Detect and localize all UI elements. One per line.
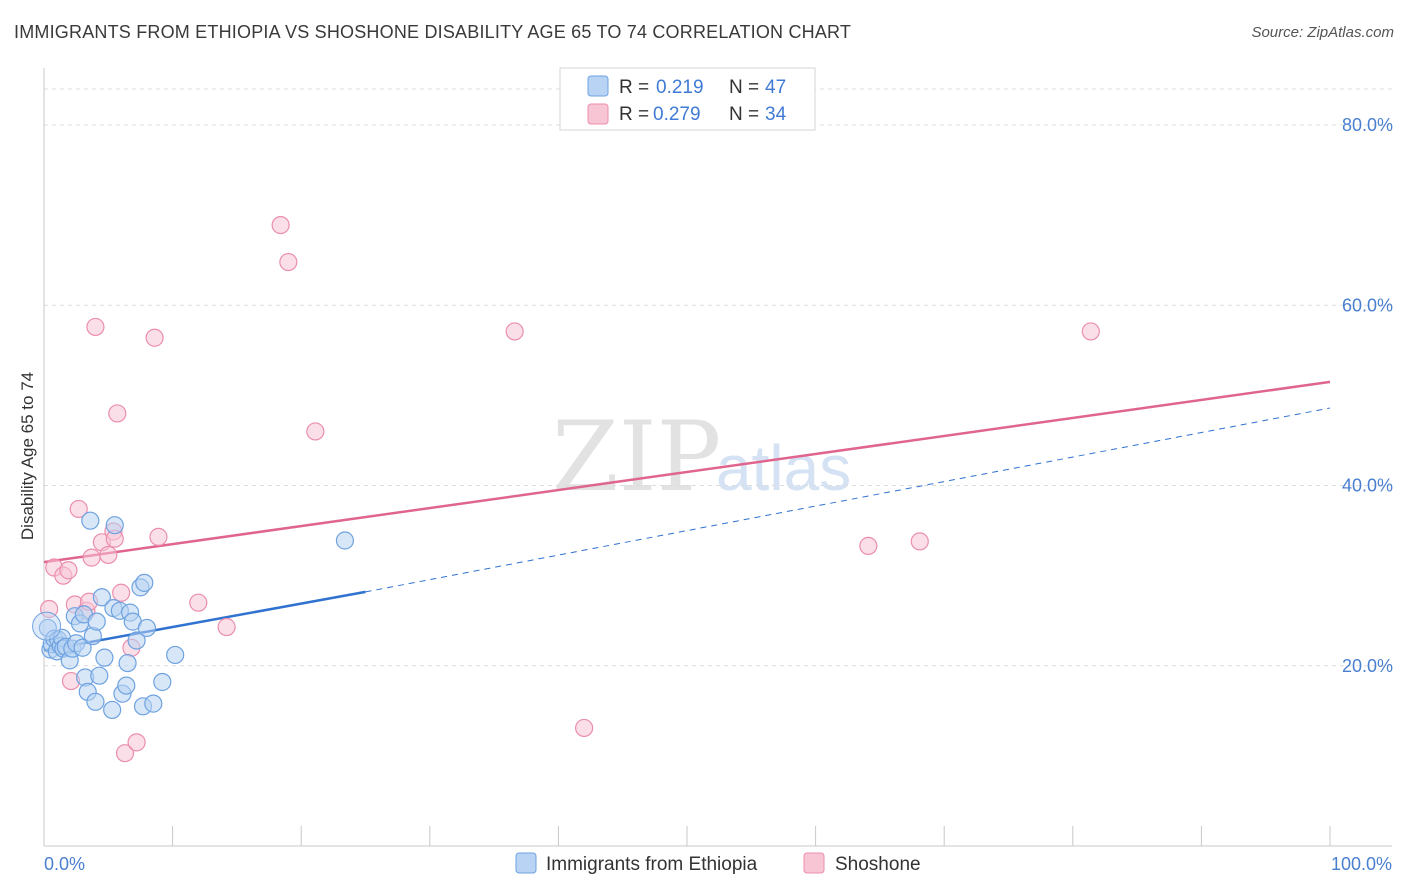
y-tick-label: 80.0% xyxy=(1342,115,1393,135)
y-axis-label: Disability Age 65 to 74 xyxy=(18,372,37,540)
point-ethiopia-large xyxy=(32,611,62,641)
point-ethiopia xyxy=(73,638,92,657)
point-shoshone xyxy=(910,532,929,551)
point-ethiopia xyxy=(137,618,156,638)
point-shoshone xyxy=(40,599,59,619)
legend-r-value-2: 0.279 xyxy=(653,104,701,125)
x-tick-label-min: 0.0% xyxy=(44,854,85,874)
point-shoshone xyxy=(575,718,594,738)
point-shoshone xyxy=(505,322,524,341)
bottom-legend-swatch-blue xyxy=(515,852,537,874)
x-ticks xyxy=(43,826,1331,846)
point-shoshone xyxy=(145,328,164,347)
legend-r-label-1: R = xyxy=(619,77,649,98)
point-ethiopia xyxy=(153,672,172,692)
chart-title: IMMIGRANTS FROM ETHIOPIA VS SHOSHONE DIS… xyxy=(14,22,852,42)
trend-line-ethiopia-extension xyxy=(365,407,1331,593)
point-ethiopia xyxy=(86,692,105,711)
y-tick-label: 40.0% xyxy=(1342,476,1393,496)
legend-swatch-blue xyxy=(587,75,609,97)
watermark: ZIP atlas xyxy=(552,401,851,513)
point-ethiopia xyxy=(144,694,163,713)
point-shoshone xyxy=(59,561,78,580)
trend-line-shoshone xyxy=(43,380,1331,564)
point-ethiopia xyxy=(103,700,122,720)
legend-r-value-1: 0.219 xyxy=(656,77,704,98)
point-shoshone xyxy=(99,545,118,565)
y-tick-label: 20.0% xyxy=(1342,656,1393,676)
point-ethiopia xyxy=(335,531,355,550)
point-shoshone xyxy=(279,252,298,272)
bottom-legend-swatch-pink xyxy=(803,852,825,874)
point-ethiopia xyxy=(87,612,106,631)
point-shoshone xyxy=(115,744,135,763)
bottom-legend: Immigrants from Ethiopia Shoshone xyxy=(515,852,921,875)
scatter-points xyxy=(32,215,1100,763)
point-shoshone xyxy=(112,583,131,602)
legend-r-label-2: R = xyxy=(619,104,649,125)
legend-swatch-pink xyxy=(587,103,609,125)
point-ethiopia xyxy=(95,648,114,667)
point-ethiopia xyxy=(90,666,109,685)
y-tick-labels: 20.0% 40.0% 60.0% 80.0% xyxy=(1342,115,1393,676)
point-shoshone xyxy=(69,499,88,519)
point-ethiopia xyxy=(118,653,137,673)
point-shoshone xyxy=(86,317,105,337)
point-shoshone xyxy=(1081,322,1100,341)
point-shoshone xyxy=(127,733,146,752)
legend-box: R = 0.219 N = 47 R = 0.279 N = 34 xyxy=(559,67,816,131)
point-ethiopia xyxy=(117,676,136,695)
point-shoshone xyxy=(271,215,290,235)
point-shoshone xyxy=(859,536,878,556)
x-tick-label-max: 100.0% xyxy=(1331,854,1392,874)
legend-n-label-2: N = xyxy=(729,104,759,125)
point-shoshone xyxy=(82,548,101,567)
point-shoshone xyxy=(189,593,208,612)
point-ethiopia xyxy=(166,645,185,665)
grid-lines xyxy=(44,88,1392,667)
legend-n-value-1: 47 xyxy=(765,77,786,98)
bottom-legend-label-1: Immigrants from Ethiopia xyxy=(546,854,758,875)
point-ethiopia xyxy=(135,573,154,592)
point-ethiopia xyxy=(127,631,146,650)
point-shoshone xyxy=(217,617,236,637)
point-shoshone xyxy=(108,404,127,423)
chart-source: Source: ZipAtlas.com xyxy=(1251,24,1394,41)
legend-n-value-2: 34 xyxy=(765,104,787,125)
point-shoshone xyxy=(149,527,168,546)
watermark-zip: ZIP xyxy=(552,401,721,513)
y-tick-label: 60.0% xyxy=(1342,295,1393,315)
bottom-legend-label-2: Shoshone xyxy=(835,854,921,875)
point-ethiopia xyxy=(81,511,100,530)
legend-n-label-1: N = xyxy=(729,77,759,98)
point-ethiopia xyxy=(105,516,124,535)
point-shoshone xyxy=(306,422,325,441)
watermark-atlas: atlas xyxy=(716,432,851,504)
point-ethiopia xyxy=(92,588,111,607)
